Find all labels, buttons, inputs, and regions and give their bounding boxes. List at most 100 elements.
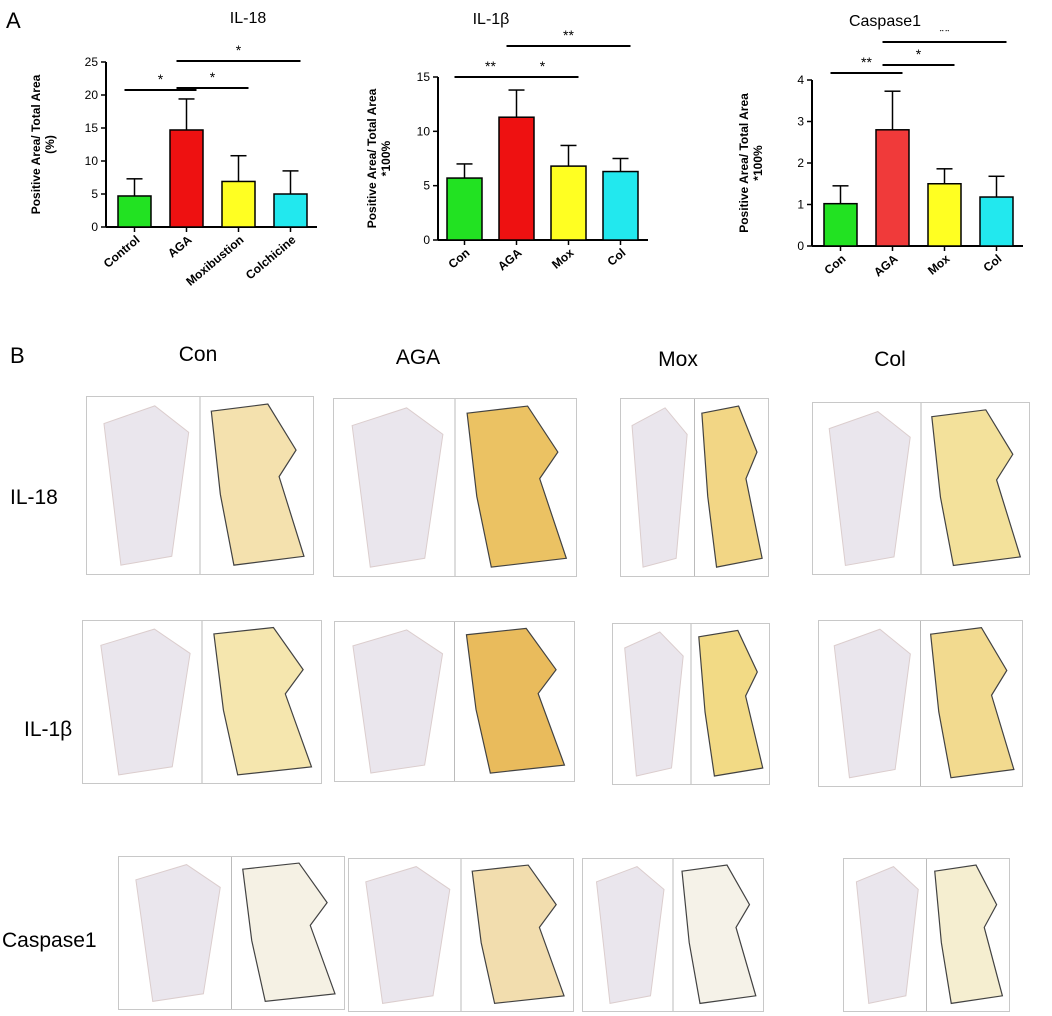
- tissue-section-outlined: [242, 862, 336, 1003]
- tissue-section-unstained: [351, 407, 444, 568]
- chart-title-il18: IL-18: [229, 10, 267, 27]
- y-axis-label: Positive Area/ Total Area: [29, 74, 43, 214]
- y-tick-label: 0: [91, 220, 98, 234]
- y-tick-label: 0: [797, 239, 804, 253]
- significance-marker: **: [485, 58, 496, 74]
- tissue-section-outlined: [701, 405, 763, 568]
- y-tick-label: 20: [85, 88, 99, 102]
- bar-caspase1-3: [979, 196, 1014, 247]
- significance-marker: **: [563, 30, 574, 43]
- column-label-aga: AGA: [395, 346, 441, 369]
- row-label-il18: IL-18: [10, 486, 58, 509]
- tissue-section-illustration: [595, 859, 757, 1011]
- tissue-section-unstained: [135, 864, 221, 1002]
- tissue-section-outlined: [931, 409, 1022, 567]
- y-axis-label: Positive Area/ Total Area: [737, 93, 751, 233]
- y-tick-label: 15: [417, 70, 431, 84]
- y-tick-label: 10: [417, 124, 431, 138]
- micrograph-image: [348, 858, 574, 1012]
- tissue-section-unstained: [352, 629, 444, 774]
- bar-caspase1-2: [927, 183, 962, 247]
- y-axis-label: Positive Area/ Total Area: [365, 88, 379, 228]
- category-label: Con: [446, 246, 473, 272]
- bar-caspase1-0: [823, 202, 858, 247]
- y-tick-label: 2: [797, 156, 804, 170]
- significance-marker: **: [861, 54, 872, 70]
- row-label-caspase1: Caspase1: [2, 929, 97, 952]
- category-label: Col: [605, 246, 629, 269]
- tissue-section-illustration: [624, 624, 764, 784]
- tissue-section-illustration: [833, 621, 1015, 786]
- micrograph-image: [118, 856, 345, 1010]
- bar-il1-2: [550, 165, 587, 241]
- tissue-section-illustration: [828, 403, 1022, 574]
- tissue-section-outlined: [210, 403, 305, 566]
- panel-a-label: A: [6, 8, 21, 33]
- micrograph-image: [86, 396, 314, 575]
- tissue-section-illustration: [855, 859, 1004, 1011]
- category-label: Con: [822, 252, 849, 278]
- category-label: AGA: [495, 245, 525, 273]
- tissue-section-outlined: [934, 864, 1004, 1005]
- y-tick-label: 5: [91, 187, 98, 201]
- tissue-section-unstained: [100, 628, 191, 776]
- micrograph-image: [620, 398, 769, 577]
- row-label-il1b: IL-1β: [24, 718, 73, 741]
- category-label: Moxibustion: [183, 233, 246, 289]
- y-tick-label: 4: [797, 73, 804, 87]
- tissue-section-unstained: [103, 405, 190, 566]
- y-axis-label: *100%: [751, 145, 765, 181]
- micrograph-image: [818, 620, 1023, 787]
- y-tick-label: 0: [423, 233, 430, 247]
- y-tick-label: 3: [797, 115, 804, 129]
- significance-marker: *: [210, 69, 216, 85]
- y-tick-label: 25: [85, 55, 99, 69]
- category-label: Mox: [925, 251, 953, 277]
- y-tick-label: 1: [797, 198, 804, 212]
- category-label: Col: [981, 252, 1005, 275]
- bar-il1-1: [498, 116, 535, 241]
- tissue-section-outlined: [929, 626, 1015, 779]
- tissue-section-illustration: [103, 397, 305, 574]
- tissue-section-unstained: [833, 628, 911, 779]
- y-tick-label: 5: [423, 179, 430, 193]
- bar-il18-0: [117, 195, 152, 228]
- tissue-section-outlined: [213, 626, 313, 776]
- tissue-section-illustration: [351, 399, 568, 576]
- chart-title-il1b: IL-1β: [472, 11, 510, 28]
- tissue-section-unstained: [855, 866, 919, 1005]
- category-label: Mox: [549, 245, 577, 271]
- tissue-section-outlined: [471, 864, 565, 1005]
- bar-il18-2: [221, 180, 256, 228]
- y-tick-label: 15: [85, 121, 99, 135]
- tissue-section-illustration: [365, 859, 565, 1011]
- bar-chart-il18: 0 5 10 15 20 25 Positive Area/ Total Area (%) Co…: [29, 42, 317, 289]
- tissue-section-unstained: [631, 407, 688, 568]
- panel-b-label: B: [10, 343, 25, 368]
- tissue-section-illustration: [631, 399, 763, 576]
- bar-il18-3: [273, 193, 308, 228]
- category-label: Control: [101, 233, 143, 271]
- category-label: AGA: [871, 251, 901, 279]
- tissue-section-outlined: [465, 627, 566, 774]
- column-label-con: Con: [178, 343, 218, 366]
- bar-chart-caspase1: 0 1 2 3 4 Positive Area/ Total Area *100% Con AG…: [737, 30, 1023, 279]
- category-label: AGA: [165, 232, 195, 260]
- bar-il1-3: [602, 170, 639, 241]
- tissue-section-unstained: [828, 410, 911, 567]
- tissue-section-illustration: [135, 857, 336, 1009]
- micrograph-image: [334, 621, 575, 782]
- micrograph-image: [333, 398, 577, 577]
- significance-marker: **: [939, 30, 950, 39]
- significance-marker: *: [158, 71, 164, 87]
- tissue-section-unstained: [624, 631, 684, 777]
- micrograph-image: [612, 623, 770, 785]
- micrograph-image: [82, 620, 322, 784]
- bar-caspase1-1: [875, 129, 910, 247]
- bar-il1-0: [446, 177, 483, 241]
- significance-marker: *: [540, 58, 546, 74]
- significance-marker: *: [916, 46, 922, 62]
- tissue-section-outlined: [681, 864, 757, 1005]
- y-axis-label: *100%: [379, 140, 393, 176]
- category-label: Colchicine: [243, 232, 299, 282]
